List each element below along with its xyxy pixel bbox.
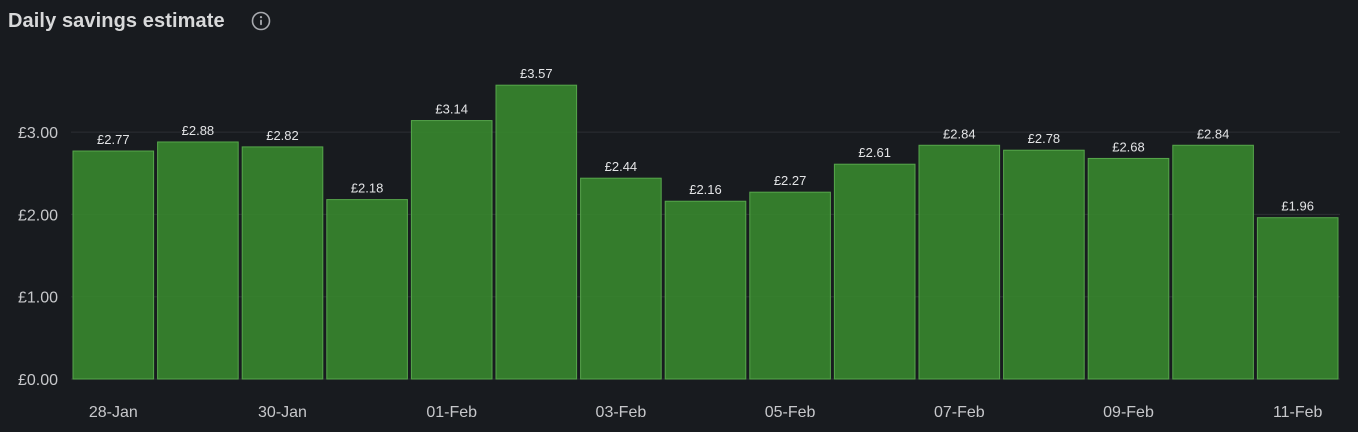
bar-09-feb[interactable] <box>1087 157 1170 380</box>
y-axis: £0.00 £1.00 £2.00 £3.00 <box>18 125 58 389</box>
y-tick-label: £1.00 <box>18 290 58 307</box>
bar-31-jan[interactable] <box>326 199 408 380</box>
panel-title: Daily savings estimate <box>8 9 225 32</box>
panel-header: Daily savings estimate <box>8 6 271 36</box>
bar-value-label: £2.27 <box>774 173 807 188</box>
x-tick-label: 28-Jan <box>89 404 138 421</box>
x-tick-label: 07-Feb <box>934 404 985 421</box>
bar-07-feb[interactable] <box>918 144 1001 380</box>
bar-value-label: £2.77 <box>97 132 130 147</box>
bar-29-jan[interactable] <box>157 141 239 380</box>
bars-layer <box>72 84 1339 380</box>
bar-value-label: £2.16 <box>689 182 722 197</box>
bar-value-label: £2.44 <box>605 159 638 174</box>
bar-value-label: £3.14 <box>435 102 468 117</box>
y-tick-label: £3.00 <box>18 125 58 142</box>
bar-02-feb[interactable] <box>495 84 578 380</box>
bar-value-label: £2.78 <box>1028 131 1061 146</box>
x-tick-label: 05-Feb <box>765 404 816 421</box>
bar-30-jan[interactable] <box>241 146 324 380</box>
bar-value-label: £1.96 <box>1281 199 1314 214</box>
x-tick-label: 09-Feb <box>1103 404 1154 421</box>
bar-value-label: £3.57 <box>520 66 553 81</box>
bar-value-label: £2.88 <box>182 123 215 138</box>
bar-10-feb[interactable] <box>1172 144 1254 380</box>
x-axis: 28-Jan 30-Jan 01-Feb 03-Feb 05-Feb 07-Feb 09-F… <box>89 404 1323 421</box>
data-labels-layer: £2.77 £2.88 £2.82 £2.18 £3.14 £3.57 £2.44 £2.16… <box>97 66 1314 214</box>
y-tick-label: £0.00 <box>18 372 58 389</box>
bar-05-feb[interactable] <box>749 191 831 380</box>
bar-06-feb[interactable] <box>833 163 916 380</box>
x-tick-label: 03-Feb <box>596 404 647 421</box>
bar-11-feb[interactable] <box>1256 217 1339 380</box>
x-tick-label: 30-Jan <box>258 404 307 421</box>
bar-value-label: £2.68 <box>1112 139 1145 154</box>
bar-08-feb[interactable] <box>1003 149 1085 380</box>
bar-value-label: £2.18 <box>351 181 384 196</box>
bar-03-feb[interactable] <box>580 177 662 380</box>
x-tick-label: 01-Feb <box>426 404 477 421</box>
bar-value-label: £2.82 <box>266 128 299 143</box>
bar-value-label: £2.84 <box>1197 126 1230 141</box>
bar-value-label: £2.84 <box>943 126 976 141</box>
y-tick-label: £2.00 <box>18 207 58 224</box>
x-tick-label: 11-Feb <box>1273 404 1323 421</box>
bar-04-feb[interactable] <box>664 200 747 380</box>
bar-value-label: £2.61 <box>858 145 891 160</box>
info-circle-icon[interactable] <box>251 11 271 31</box>
bar-28-jan[interactable] <box>72 150 155 380</box>
bar-01-feb[interactable] <box>410 120 493 380</box>
